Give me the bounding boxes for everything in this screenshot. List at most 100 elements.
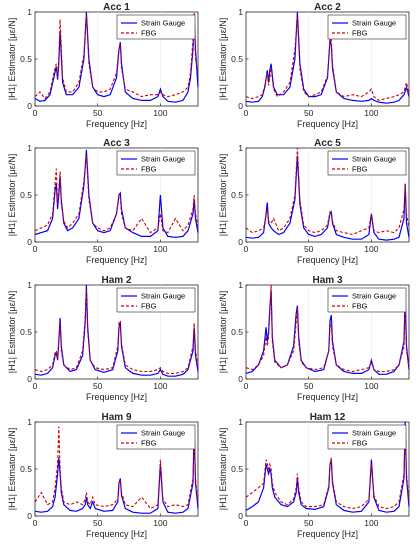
y-axis-label: |H1| Estimator [με/N]: [218, 18, 228, 100]
legend-label: FBG: [141, 165, 157, 174]
x-tick-label: 100: [153, 518, 167, 528]
x-tick-label: 100: [153, 108, 167, 118]
x-axis-label: Frequency [Hz]: [297, 119, 358, 129]
chart-panel-7: 0 50 100 0 0.5 1 Ham 9 Frequency [Hz] |H1| Estim…: [7, 412, 199, 539]
y-tick-label: 0.5: [231, 464, 243, 474]
x-tick-label: 50: [93, 518, 103, 528]
x-tick-label: 50: [304, 518, 314, 528]
x-tick-label: 50: [93, 244, 103, 254]
y-tick-label: 0.5: [231, 327, 243, 337]
legend-label: FBG: [352, 302, 368, 311]
x-tick-label: 0: [33, 244, 38, 254]
y-tick-label: 1: [27, 7, 32, 17]
y-axis-label: |H1| Estimator [με/N]: [218, 291, 228, 373]
legend-label: Strain Gauge: [352, 292, 396, 301]
chart-panel-6: 0 50 100 0 0.5 1 Ham 3 Frequency [Hz] |H1| Estim…: [218, 275, 410, 402]
y-tick-label: 0: [27, 237, 32, 247]
x-tick-label: 100: [364, 108, 378, 118]
x-axis-label: Frequency [Hz]: [86, 255, 147, 265]
y-tick-label: 1: [27, 280, 32, 290]
series-line-fbg: [34, 426, 199, 510]
series-line-strain-gauge: [245, 289, 410, 375]
y-tick-label: 0: [238, 511, 243, 521]
series-line-fbg: [245, 16, 410, 101]
y-axis-label: |H1| Estimator [με/N]: [218, 154, 228, 236]
y-tick-label: 1: [238, 417, 243, 427]
y-tick-label: 0: [238, 101, 243, 111]
legend-label: Strain Gauge: [352, 155, 396, 164]
y-tick-label: 1: [27, 417, 32, 427]
legend-label: FBG: [141, 302, 157, 311]
chart-title: Ham 2: [101, 275, 131, 286]
x-tick-label: 100: [153, 381, 167, 391]
y-axis-label: |H1| Estimator [με/N]: [7, 291, 17, 373]
x-tick-label: 0: [244, 108, 249, 118]
chart-panel-5: 0 50 100 0 0.5 1 Ham 2 Frequency [Hz] |H1| Estim…: [7, 275, 199, 402]
x-tick-label: 0: [33, 381, 38, 391]
chart-title: Acc 5: [314, 138, 341, 149]
y-tick-label: 1: [27, 143, 32, 153]
x-tick-label: 50: [93, 381, 103, 391]
series-line-strain-gauge: [34, 284, 199, 377]
x-axis-label: Frequency [Hz]: [297, 255, 358, 265]
y-axis-label: |H1| Estimator [με/N]: [7, 428, 17, 510]
legend-box: [116, 287, 196, 313]
legend-label: FBG: [141, 29, 157, 38]
y-axis-label: |H1| Estimator [με/N]: [7, 154, 17, 236]
y-tick-label: 0: [238, 237, 243, 247]
legend-label: Strain Gauge: [141, 292, 185, 301]
y-tick-label: 1: [238, 143, 243, 153]
x-tick-label: 50: [304, 244, 314, 254]
legend-box: [116, 150, 196, 176]
y-tick-label: 0: [27, 101, 32, 111]
x-tick-label: 0: [244, 518, 249, 528]
y-tick-label: 0: [27, 374, 32, 384]
legend-box: [327, 150, 407, 176]
legend-label: FBG: [352, 29, 368, 38]
chart-title: Acc 1: [103, 2, 130, 13]
legend-box: [116, 424, 196, 450]
legend-label: Strain Gauge: [352, 19, 396, 28]
legend-label: FBG: [352, 439, 368, 448]
x-tick-label: 50: [304, 108, 314, 118]
legend-label: Strain Gauge: [141, 155, 185, 164]
legend-label: Strain Gauge: [352, 429, 396, 438]
y-tick-label: 1: [238, 280, 243, 290]
chart-title: Ham 3: [312, 275, 342, 286]
legend-label: Strain Gauge: [141, 429, 185, 438]
x-axis-label: Frequency [Hz]: [86, 119, 147, 129]
legend-box: [327, 287, 407, 313]
series-line-fbg: [245, 284, 410, 373]
chart-panel-2: 0 50 100 0 0.5 1 Acc 2 Frequency [Hz] |H1| Estim…: [218, 2, 410, 129]
x-tick-label: 0: [33, 518, 38, 528]
chart-panel-8: 0 50 100 0 0.5 1 Ham 12 Frequency [Hz] |H1| Esti…: [218, 412, 410, 539]
chart-title: Ham 12: [310, 412, 346, 423]
chart-title: Ham 9: [101, 412, 131, 423]
x-tick-label: 0: [244, 381, 249, 391]
x-tick-label: 100: [364, 244, 378, 254]
x-tick-label: 0: [33, 108, 38, 118]
y-tick-label: 0.5: [231, 190, 243, 200]
series-line-strain-gauge: [245, 155, 410, 241]
y-tick-label: 0.5: [20, 190, 32, 200]
y-tick-label: 0.5: [231, 54, 243, 64]
x-tick-label: 100: [153, 244, 167, 254]
series-line-strain-gauge: [245, 11, 410, 104]
y-tick-label: 0: [27, 511, 32, 521]
y-tick-label: 0: [238, 374, 243, 384]
legend-label: FBG: [141, 439, 157, 448]
legend-label: Strain Gauge: [141, 19, 185, 28]
x-tick-label: 50: [93, 108, 103, 118]
chart-panel-4: 0 50 100 0 0.5 1 Acc 5 Frequency [Hz] |H1| Estim…: [218, 138, 410, 265]
y-tick-label: 0.5: [20, 54, 32, 64]
legend-label: FBG: [352, 165, 368, 174]
